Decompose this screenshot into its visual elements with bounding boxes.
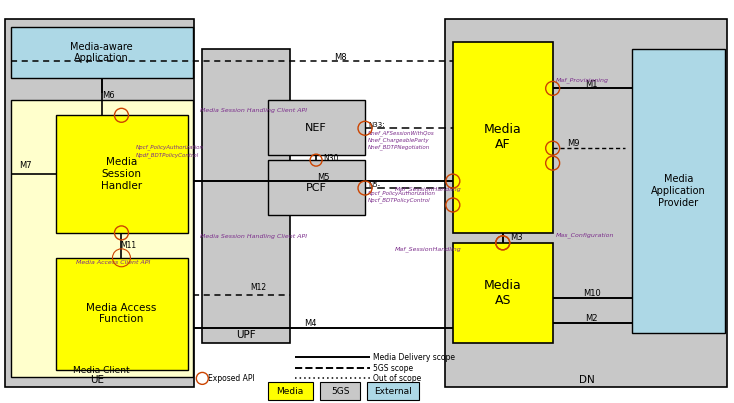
Text: N5-: N5- (368, 182, 380, 188)
Bar (268, 160, 365, 215)
Text: Nnef_ChargeableParty: Nnef_ChargeableParty (368, 137, 429, 143)
Text: N33:: N33: (368, 122, 385, 128)
Text: M5: M5 (317, 172, 330, 182)
Text: External: External (374, 387, 412, 396)
Bar (453, 42, 553, 233)
Text: Media Client: Media Client (73, 366, 130, 375)
Text: Media
Session
Handler: Media Session Handler (101, 158, 142, 191)
Text: Nnef_AFSessionWithQos: Nnef_AFSessionWithQos (368, 131, 435, 136)
Text: Npcf_BDTPolicyControl: Npcf_BDTPolicyControl (368, 197, 431, 203)
Bar (367, 382, 419, 400)
Text: M1: M1 (585, 80, 597, 89)
Text: Media Session Handling Client API: Media Session Handling Client API (200, 235, 308, 239)
Bar (203, 48, 290, 343)
Bar (320, 382, 360, 400)
Text: M9: M9 (567, 139, 580, 148)
Text: UE: UE (90, 375, 104, 385)
Text: Nnef_BDTPNegotiation: Nnef_BDTPNegotiation (368, 144, 430, 150)
Bar (633, 48, 725, 332)
Text: M4: M4 (304, 319, 316, 328)
Bar (268, 100, 365, 155)
Bar (453, 243, 553, 343)
Text: UPF: UPF (236, 330, 256, 340)
Text: M2: M2 (585, 314, 597, 323)
Text: Mas_Configuration: Mas_Configuration (556, 232, 614, 238)
Text: M3: M3 (509, 233, 523, 242)
Text: 5GS scope: 5GS scope (373, 364, 413, 373)
Text: Media Access Client API: Media Access Client API (76, 260, 150, 265)
Bar (56, 115, 189, 233)
Text: DN: DN (578, 375, 595, 385)
Bar (11, 27, 193, 79)
Text: Maf_SessionHandling: Maf_SessionHandling (395, 186, 462, 192)
Text: Media
Application
Provider: Media Application Provider (651, 174, 706, 208)
Text: Media-aware
Application: Media-aware Application (70, 42, 133, 63)
Text: Media
AF: Media AF (484, 123, 522, 151)
Text: Npcf_PolicyAuthorization: Npcf_PolicyAuthorization (368, 190, 436, 196)
Bar (268, 382, 313, 400)
Bar (56, 258, 189, 370)
Text: Media Session Handling Client API: Media Session Handling Client API (200, 108, 308, 113)
Bar (11, 100, 193, 377)
Text: Maf_Provisioning: Maf_Provisioning (556, 77, 608, 83)
Bar (4, 19, 195, 387)
Text: Media
AS: Media AS (484, 279, 522, 307)
Text: M6: M6 (102, 91, 115, 100)
Text: 5GS: 5GS (331, 387, 349, 396)
Text: M11: M11 (120, 241, 137, 250)
Text: Npcf_PolicyAuthorization: Npcf_PolicyAuthorization (136, 144, 203, 150)
Text: Media: Media (277, 387, 304, 396)
Text: Exposed API: Exposed API (208, 374, 255, 383)
Text: Media Delivery scope: Media Delivery scope (373, 353, 455, 362)
Text: N30: N30 (323, 154, 338, 163)
Text: NEF: NEF (305, 123, 327, 133)
Text: Media Access
Function: Media Access Function (87, 303, 156, 324)
Text: Npdf_BDTPolicyControl: Npdf_BDTPolicyControl (136, 152, 199, 158)
Text: M12: M12 (250, 283, 266, 292)
Text: Out of scope: Out of scope (373, 374, 421, 383)
Text: M8: M8 (334, 53, 346, 62)
Text: M7: M7 (19, 161, 32, 170)
Text: Maf_SessionHandling: Maf_SessionHandling (395, 246, 462, 252)
Bar (445, 19, 727, 387)
Text: PCF: PCF (305, 183, 327, 193)
Text: M10: M10 (583, 289, 600, 298)
